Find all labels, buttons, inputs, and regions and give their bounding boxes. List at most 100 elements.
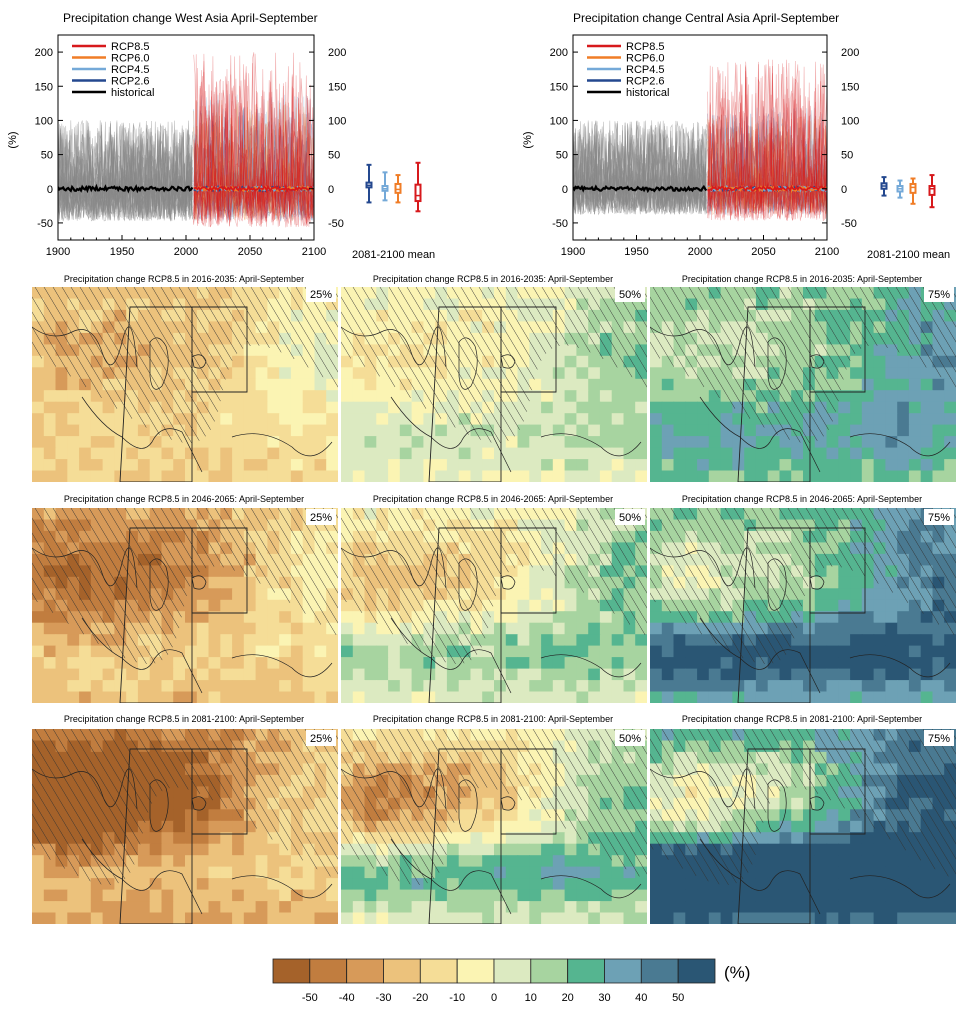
map-cell xyxy=(908,542,922,555)
map-cell xyxy=(411,459,424,472)
map-cell xyxy=(399,645,413,658)
map-cell xyxy=(755,332,769,345)
map-cell xyxy=(446,657,460,670)
map-panel xyxy=(32,729,338,924)
map-cell xyxy=(505,298,519,311)
map-cell xyxy=(767,797,781,810)
rcp60-member-line xyxy=(707,116,827,214)
map-cell xyxy=(732,424,745,437)
map-cell xyxy=(90,797,104,810)
map-cell xyxy=(897,309,910,322)
map-cell xyxy=(720,912,733,924)
map-cell xyxy=(588,786,601,799)
map-cell xyxy=(588,843,601,856)
map-cell xyxy=(944,530,956,543)
map-cell xyxy=(732,729,745,742)
map-cell xyxy=(873,611,886,624)
map-cell xyxy=(185,355,198,368)
map-cell xyxy=(341,436,354,449)
aral-sea xyxy=(500,354,516,369)
map-cell xyxy=(90,542,104,555)
map-cell xyxy=(290,576,304,589)
map-cell xyxy=(529,668,542,681)
map-cell xyxy=(208,553,221,566)
map-cell xyxy=(326,889,338,902)
map-cell xyxy=(243,820,257,833)
map-cell xyxy=(732,740,745,753)
map-cell xyxy=(920,901,934,914)
map-cell xyxy=(126,287,139,300)
map-cell xyxy=(376,645,389,658)
map-cell xyxy=(196,832,210,845)
map-cell xyxy=(279,912,292,924)
map-cell xyxy=(185,855,198,868)
map-cell xyxy=(220,599,233,612)
map-cell xyxy=(791,797,804,810)
map-cell xyxy=(208,424,221,437)
map-cell xyxy=(861,611,875,624)
map-cell xyxy=(114,390,127,403)
map-cell xyxy=(149,588,163,601)
map-cell xyxy=(220,367,233,380)
map-cell xyxy=(341,508,354,521)
map-cell xyxy=(220,530,233,543)
hatch-line xyxy=(913,508,956,579)
map-cell xyxy=(290,436,304,449)
map-cell xyxy=(290,843,304,856)
map-cell xyxy=(885,401,898,414)
map-cell xyxy=(720,668,733,681)
hatch-line xyxy=(178,508,215,567)
map-cell xyxy=(326,611,338,624)
map-cell xyxy=(423,424,436,437)
map-cell xyxy=(779,912,792,924)
x-tick-label: 1900 xyxy=(46,246,70,258)
map-cell xyxy=(720,832,733,845)
map-cell xyxy=(458,470,472,482)
map-cell xyxy=(446,287,460,300)
map-cell xyxy=(79,691,92,703)
map-cell xyxy=(850,287,863,300)
map-cell xyxy=(732,645,745,658)
y-tick-label-right: 200 xyxy=(841,47,859,59)
map-cell xyxy=(470,470,483,482)
map-cell xyxy=(623,797,636,810)
map-cell xyxy=(458,832,472,845)
map-cell xyxy=(399,832,413,845)
map-cell xyxy=(685,378,698,391)
map-cell xyxy=(352,680,366,693)
map-cell xyxy=(376,459,389,472)
hatch-line xyxy=(769,287,839,402)
map-cell xyxy=(661,378,675,391)
map-cell xyxy=(552,820,566,833)
map-cell xyxy=(908,355,922,368)
colorbar-tick-label: -30 xyxy=(376,992,392,1004)
map-cell xyxy=(541,321,554,334)
map-cell xyxy=(552,447,566,460)
map-cell xyxy=(897,519,910,532)
map-cell xyxy=(55,740,68,753)
map-cell xyxy=(779,901,792,914)
map-field xyxy=(650,508,956,703)
map-cell xyxy=(90,530,104,543)
hatch-line xyxy=(451,287,528,412)
map-cell xyxy=(32,390,45,403)
map-cell xyxy=(302,611,316,624)
map-cell xyxy=(755,355,769,368)
map-cell xyxy=(673,367,686,380)
map-cell xyxy=(102,390,115,403)
map-cell xyxy=(399,459,413,472)
map-cell xyxy=(232,298,245,311)
map-cell xyxy=(673,588,686,601)
map-cell xyxy=(673,820,686,833)
map-cell xyxy=(791,309,804,322)
map-cell xyxy=(232,508,245,521)
map-cell xyxy=(458,367,472,380)
map-cell xyxy=(873,668,886,681)
map-cell xyxy=(732,553,745,566)
map-cell xyxy=(850,763,863,776)
hatch-line xyxy=(115,508,182,618)
map-cell xyxy=(850,740,863,753)
hatch-line xyxy=(313,729,338,770)
hatch-line xyxy=(724,508,798,629)
map-cell xyxy=(32,763,45,776)
